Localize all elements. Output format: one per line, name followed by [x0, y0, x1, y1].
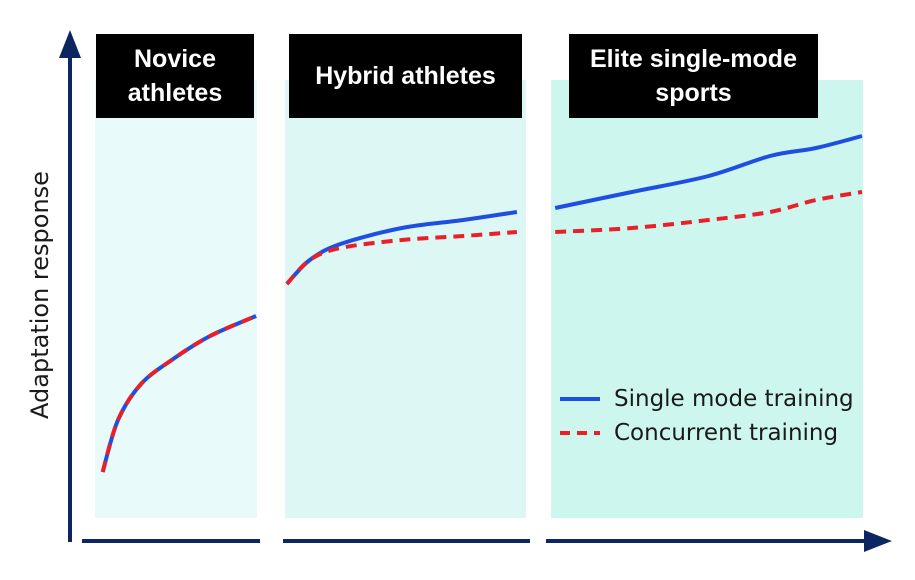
single-mode-line-segment-3: [554, 134, 863, 210]
region-label-line: sports: [655, 79, 732, 107]
axes: [59, 30, 892, 552]
legend-item-single-mode: Single mode training: [560, 382, 854, 416]
region-label: Novice athletes: [96, 34, 254, 118]
concurrent-line-segment-1: [100, 314, 257, 473]
region-label-line: Novice: [134, 45, 216, 73]
region-label: Elite single-mode sports: [569, 34, 818, 118]
legend-swatch-dashed: [560, 431, 600, 435]
region-backgrounds: [95, 80, 863, 518]
region-background: [551, 80, 863, 518]
region-background: [95, 80, 257, 518]
legend-swatch-solid: [560, 397, 600, 401]
legend-item-concurrent: Concurrent training: [560, 416, 854, 450]
legend-label: Single mode training: [614, 386, 854, 412]
region-label-line: athletes: [127, 79, 223, 107]
region-label-line: Hybrid athletes: [315, 62, 496, 90]
concurrent-line-segment-3: [555, 190, 863, 234]
x-axis-arrowhead: [864, 530, 892, 552]
legend: Single mode training Concurrent training: [560, 382, 854, 450]
concurrent-line-segment-2: [285, 230, 518, 286]
single-mode-line-segment-2: [285, 210, 518, 286]
y-axis-arrowhead: [59, 30, 81, 58]
region-label: Hybrid athletes: [289, 34, 522, 118]
region-background: [285, 80, 526, 518]
series-lines: [100, 134, 863, 473]
y-axis-label: Adaptation response: [26, 171, 54, 419]
legend-label: Concurrent training: [614, 420, 839, 446]
region-label-line: Elite single-mode: [590, 45, 797, 73]
